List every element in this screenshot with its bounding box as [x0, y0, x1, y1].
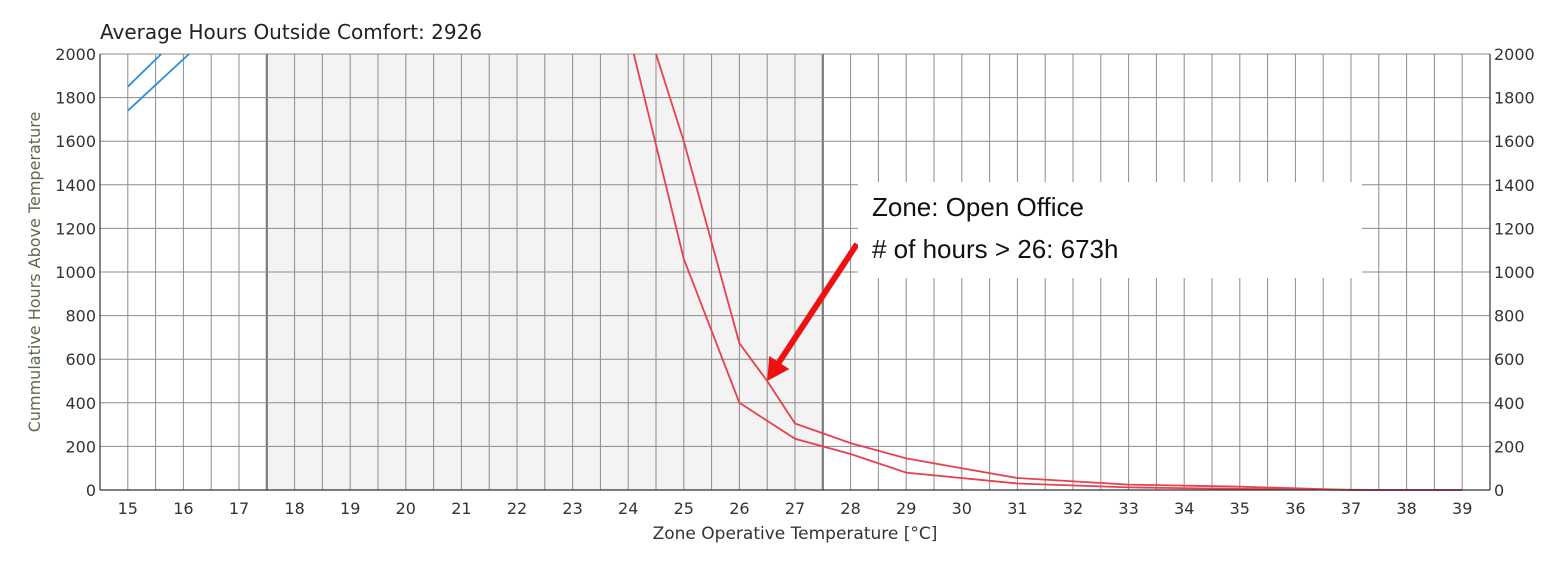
x-tick-label: 38	[1396, 499, 1416, 518]
x-tick-label: 21	[451, 499, 471, 518]
x-tick-label: 26	[729, 499, 749, 518]
x-tick-label: 16	[173, 499, 193, 518]
y-tick-label-left: 1400	[55, 176, 96, 195]
x-tick-label: 23	[562, 499, 582, 518]
y-tick-label-right: 1600	[1494, 132, 1535, 151]
x-tick-label: 30	[952, 499, 972, 518]
annotation-arrow-shaft	[774, 242, 860, 367]
y-tick-label-right: 0	[1494, 481, 1504, 500]
series-line-1	[127, 53, 190, 112]
series-line-0	[127, 53, 162, 88]
y-tick-label-right: 400	[1494, 394, 1525, 413]
y-tick-label-right: 1800	[1494, 89, 1535, 108]
y-tick-label-right: 600	[1494, 350, 1525, 369]
x-tick-label: 27	[785, 499, 805, 518]
y-tick-label-left: 0	[86, 481, 96, 500]
y-tick-label-left: 800	[65, 307, 96, 326]
x-tick-label: 35	[1230, 499, 1250, 518]
y-tick-label-left: 1800	[55, 89, 96, 108]
x-tick-label: 17	[229, 499, 249, 518]
x-tick-label: 32	[1063, 499, 1083, 518]
x-tick-label: 33	[1118, 499, 1138, 518]
annotation-layer	[767, 242, 860, 381]
x-tick-label: 24	[618, 499, 638, 518]
grid-layer	[100, 53, 1490, 491]
x-tick-label: 15	[118, 499, 138, 518]
x-tick-label: 22	[507, 499, 527, 518]
x-tick-label: 20	[396, 499, 416, 518]
y-tick-label-left: 1200	[55, 219, 96, 238]
x-tick-label: 39	[1452, 499, 1472, 518]
chart-title: Average Hours Outside Comfort: 2926	[100, 20, 483, 44]
annotation-arrow-head	[767, 356, 790, 381]
x-tick-label: 19	[340, 499, 360, 518]
y-tick-label-left: 1000	[55, 263, 96, 282]
y-tick-label-right: 1000	[1494, 263, 1535, 282]
y-tick-label-left: 1600	[55, 132, 96, 151]
x-tick-label: 18	[284, 499, 304, 518]
x-tick-label: 25	[674, 499, 694, 518]
annotation-callout: Zone: Open Office # of hours > 26: 673h	[858, 182, 1362, 278]
y-tick-label-right: 200	[1494, 437, 1525, 456]
x-tick-label: 36	[1285, 499, 1305, 518]
y-axis-label: Cummulative Hours Above Temperature	[25, 112, 44, 433]
axis-layer: 15 16 17 18 19 20 21 22 23 24 25 26 27 28 29 30 31 32 33 34…	[25, 45, 1535, 518]
y-tick-label-right: 1200	[1494, 219, 1535, 238]
y-tick-label-left: 200	[65, 437, 96, 456]
x-tick-label: 37	[1341, 499, 1361, 518]
annotation-zone-label: Zone: Open Office	[872, 192, 1084, 222]
y-tick-label-right: 1400	[1494, 176, 1535, 195]
y-tick-label-right: 2000	[1494, 45, 1535, 64]
x-tick-label: 34	[1174, 499, 1194, 518]
y-tick-label-left: 2000	[55, 45, 96, 64]
annotation-hours-label: # of hours > 26: 673h	[872, 234, 1119, 264]
x-axis-label: Zone Operative Temperature [°C]	[652, 524, 938, 544]
x-tick-label: 29	[896, 499, 916, 518]
y-tick-label-left: 400	[65, 394, 96, 413]
y-tick-label-left: 600	[65, 350, 96, 369]
y-tick-label-right: 800	[1494, 307, 1525, 326]
x-tick-label: 31	[1007, 499, 1027, 518]
x-tick-label: 28	[840, 499, 860, 518]
